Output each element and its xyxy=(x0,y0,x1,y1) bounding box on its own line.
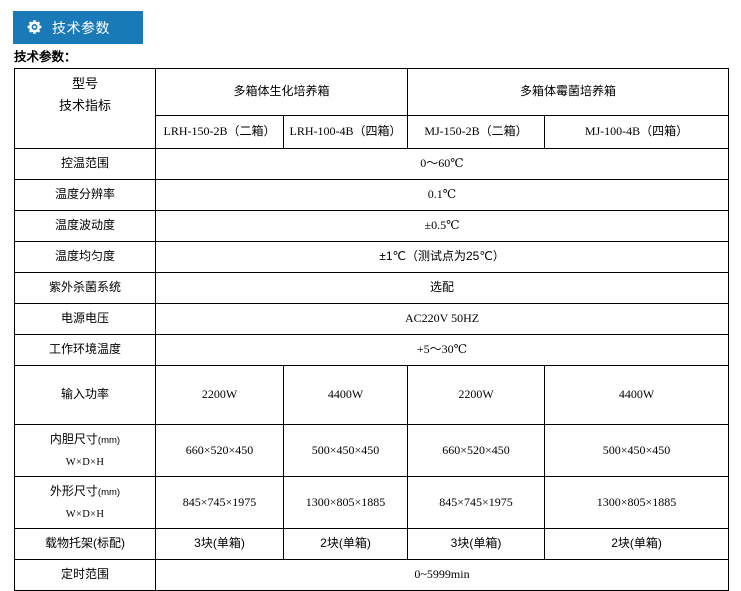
row-value-cell: 500×450×450 xyxy=(544,424,730,477)
row-value-merged: 0.1℃ xyxy=(154,179,730,211)
corner-top-label: 型号 xyxy=(71,76,98,91)
group-header-0: 多箱体生化培养箱 xyxy=(154,68,409,116)
row-value-merged: ±0.5℃ xyxy=(154,210,730,242)
row-value-merged: ±1℃（测试点为25℃） xyxy=(154,241,730,273)
row-label: 输入功率 xyxy=(14,365,156,425)
row-value-merged: 0~5999min xyxy=(154,559,730,591)
row-label: 载物托架(标配) xyxy=(14,528,156,560)
row-label: 工作环境温度 xyxy=(14,334,156,366)
row-label-subline: W×D×H xyxy=(65,457,105,469)
row-label: 定时范围 xyxy=(14,559,156,591)
row-value-merged: AC220V 50HZ xyxy=(154,303,730,335)
row-label: 内胆尺寸(mm) W×D×H xyxy=(14,424,156,477)
model-header-0: LRH-150-2B（二箱） xyxy=(155,115,284,149)
row-value-merged: 选配 xyxy=(154,272,730,304)
row-label: 紫外杀菌系统 xyxy=(14,272,156,304)
group-header-1: 多箱体霉菌培养箱 xyxy=(407,68,730,116)
table-header-group-row: 型号 技术指标 多箱体生化培养箱 多箱体霉菌培养箱 xyxy=(14,68,730,149)
table-header-model-row: LRH-150-2B（二箱） LRH-100-4B（四箱） MJ-150-2B（… xyxy=(15,115,730,149)
row-label: 控温范围 xyxy=(14,148,156,180)
row-value-merged: +5～30℃ xyxy=(154,334,730,366)
row-label: 温度分辨率 xyxy=(14,179,156,211)
table-row: 外形尺寸(mm) W×D×H 845×745×1975 1300×805×188… xyxy=(14,476,730,529)
table-row: 温度分辨率 0.1℃ xyxy=(14,179,730,211)
row-label-subline: W×D×H xyxy=(65,509,105,521)
table-row: 工作环境温度 +5～30℃ xyxy=(14,334,730,366)
row-value-cell: 4400W xyxy=(282,365,409,425)
table-row: 电源电压 AC220V 50HZ xyxy=(14,303,730,335)
row-value-cell: 500×450×450 xyxy=(282,424,409,477)
table-row: 载物托架(标配) 3块(单箱) 2块(单箱) 3块(单箱) 2块(单箱) xyxy=(14,528,730,560)
corner-bottom-label: 技术指标 xyxy=(58,98,111,113)
model-header-1: LRH-100-4B（四箱） xyxy=(282,115,409,149)
row-value-cell: 2200W xyxy=(155,365,284,425)
row-value-cell: 660×520×450 xyxy=(407,424,546,477)
tab-bar: 技术参数 xyxy=(13,11,143,44)
row-value-cell: 3块(单箱) xyxy=(155,528,284,560)
row-value-cell: 2块(单箱) xyxy=(544,528,730,560)
row-value-cell: 2块(单箱) xyxy=(282,528,409,560)
table-row: 定时范围 0~5999min xyxy=(14,559,730,591)
row-label: 电源电压 xyxy=(14,303,156,335)
row-value-cell: 845×745×1975 xyxy=(155,476,284,529)
row-label: 温度波动度 xyxy=(14,210,156,242)
row-value-cell: 660×520×450 xyxy=(155,424,284,477)
tab-technical-parameters[interactable]: 技术参数 xyxy=(13,11,143,44)
technical-parameters-table-wrap: 型号 技术指标 多箱体生化培养箱 多箱体霉菌培养箱 LRH-150-2B（二箱）… xyxy=(14,68,730,591)
model-header-3: MJ-100-4B（四箱） xyxy=(544,115,730,149)
row-value-cell: 3块(单箱) xyxy=(407,528,546,560)
row-label-unit: (mm) xyxy=(97,486,121,498)
row-label-text: 内胆尺寸 xyxy=(49,431,98,446)
model-header-2: MJ-150-2B（二箱） xyxy=(407,115,546,149)
section-caption: 技术参数： xyxy=(14,50,77,64)
table-row: 温度波动度 ±0.5℃ xyxy=(14,210,730,242)
row-label-text: 外形尺寸 xyxy=(49,483,98,498)
header-corner-cell: 型号 技术指标 xyxy=(14,68,156,149)
row-label: 温度均匀度 xyxy=(14,241,156,273)
row-value-cell: 2200W xyxy=(407,365,546,425)
row-value-cell: 1300×805×1885 xyxy=(282,476,409,529)
table-row: 紫外杀菌系统 选配 xyxy=(14,272,730,304)
row-label-unit: (mm) xyxy=(97,434,121,446)
table-row: 控温范围 0～60℃ xyxy=(14,148,730,180)
row-value-cell: 4400W xyxy=(544,365,730,425)
gear-icon xyxy=(27,20,42,34)
table-row: 温度均匀度 ±1℃（测试点为25℃） xyxy=(14,241,730,273)
table-row: 内胆尺寸(mm) W×D×H 660×520×450 500×450×450 6… xyxy=(14,424,730,477)
row-label: 外形尺寸(mm) W×D×H xyxy=(14,476,156,529)
table-row: 输入功率 2200W 4400W 2200W 4400W xyxy=(14,365,730,425)
tab-label: 技术参数 xyxy=(52,19,110,36)
technical-parameters-table: 型号 技术指标 多箱体生化培养箱 多箱体霉菌培养箱 LRH-150-2B（二箱）… xyxy=(14,68,730,591)
row-value-cell: 845×745×1975 xyxy=(407,476,546,529)
row-value-cell: 1300×805×1885 xyxy=(544,476,730,529)
row-value-merged: 0～60℃ xyxy=(154,148,730,180)
